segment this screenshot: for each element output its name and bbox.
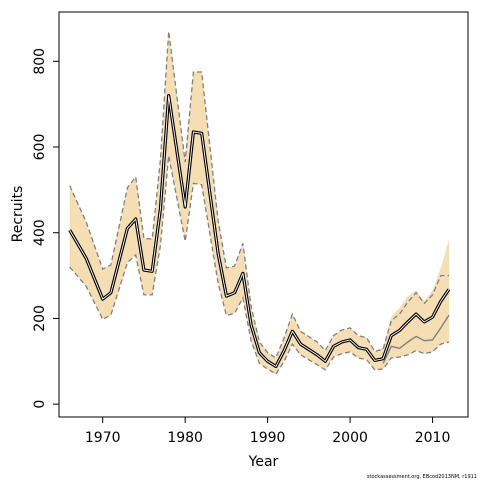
plot-frame (58, 11, 469, 418)
y-axis-title: Recruits (10, 186, 26, 243)
upper-bound-line (69, 31, 449, 359)
alt-estimate-line (382, 314, 450, 364)
x-axis-title: Year (248, 454, 279, 470)
axes-layer: 1970 1980 1990 2000 2010 0 200 400 600 800 (32, 48, 450, 446)
y-tick-label: 400 (32, 219, 48, 246)
confidence-band-layer (69, 31, 449, 375)
y-tick-label: 600 (32, 134, 48, 161)
footnote: stockassessment.org, EBcod2013NM, r1911 (367, 474, 477, 480)
x-tick-label: 2010 (415, 430, 451, 446)
y-tick-label: 200 (32, 305, 48, 332)
y-tick-label: 800 (32, 48, 48, 75)
estimate-line-inner (69, 95, 450, 367)
x-tick-label: 2000 (332, 430, 368, 446)
x-tick-label: 1970 (85, 430, 121, 446)
series-lines-layer (68, 31, 451, 375)
x-tick-label: 1980 (167, 430, 203, 446)
y-tick-label: 0 (32, 400, 48, 409)
confidence-band (69, 31, 449, 375)
x-tick-label: 1990 (250, 430, 286, 446)
